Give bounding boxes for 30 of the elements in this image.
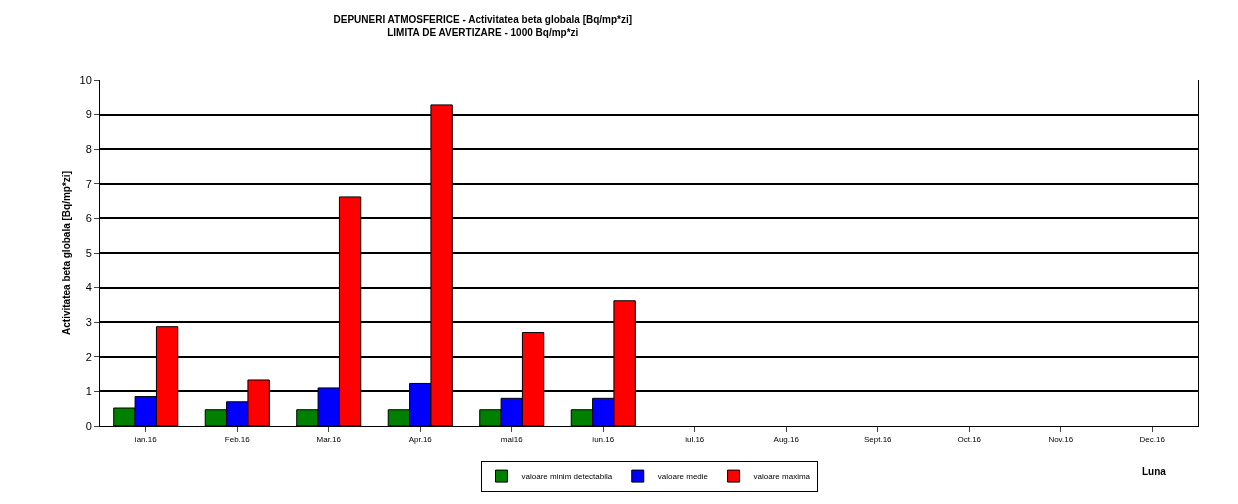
chart-subtitle: LIMITA DE AVERTIZARE - 1000 Bq/mp*zi: [387, 26, 579, 38]
y-tick-label: 1: [85, 385, 92, 398]
legend-label: valoare medie: [657, 472, 709, 482]
x-tick-label: ian.16: [134, 434, 158, 444]
y-tick-label: 3: [85, 316, 92, 329]
chart-title: DEPUNERI ATMOSFERICE - Activitatea beta globala [Bq/mp*zi]: [333, 13, 633, 25]
x-axis-title: Luna: [1142, 466, 1167, 477]
x-tick-label: Apr.16: [408, 434, 433, 444]
y-tick-label: 7: [85, 177, 92, 190]
x-tick-label: Nov.16: [1048, 434, 1074, 444]
y-tick-label: 10: [79, 73, 92, 86]
y-axis-title: Activitatea beta globala [Bq/mp*zi]: [61, 171, 72, 335]
x-tick-label: Mar.16: [316, 434, 342, 444]
x-tick-label: Oct.16: [957, 434, 982, 444]
legend-label: valoare maxima: [753, 472, 811, 482]
legend-label: valoare minim detectabila: [521, 472, 613, 482]
y-tick-label: 9: [85, 108, 92, 121]
x-tick-label: iul.16: [685, 434, 705, 444]
x-tick-label: Sept.16: [863, 434, 893, 444]
x-tick-label: Aug.16: [773, 434, 800, 444]
y-tick-label: 4: [85, 281, 92, 294]
y-tick-label: 5: [85, 246, 92, 259]
y-tick-label: 0: [85, 419, 92, 432]
x-tick-label: iun.16: [592, 434, 615, 444]
x-tick-label: Dec.16: [1139, 434, 1166, 444]
x-tick-label: Feb.16: [224, 434, 251, 444]
y-tick-label: 8: [85, 143, 92, 156]
y-tick-label: 6: [85, 212, 92, 225]
x-tick-label: mai16: [500, 434, 524, 444]
y-tick-label: 2: [85, 350, 92, 363]
